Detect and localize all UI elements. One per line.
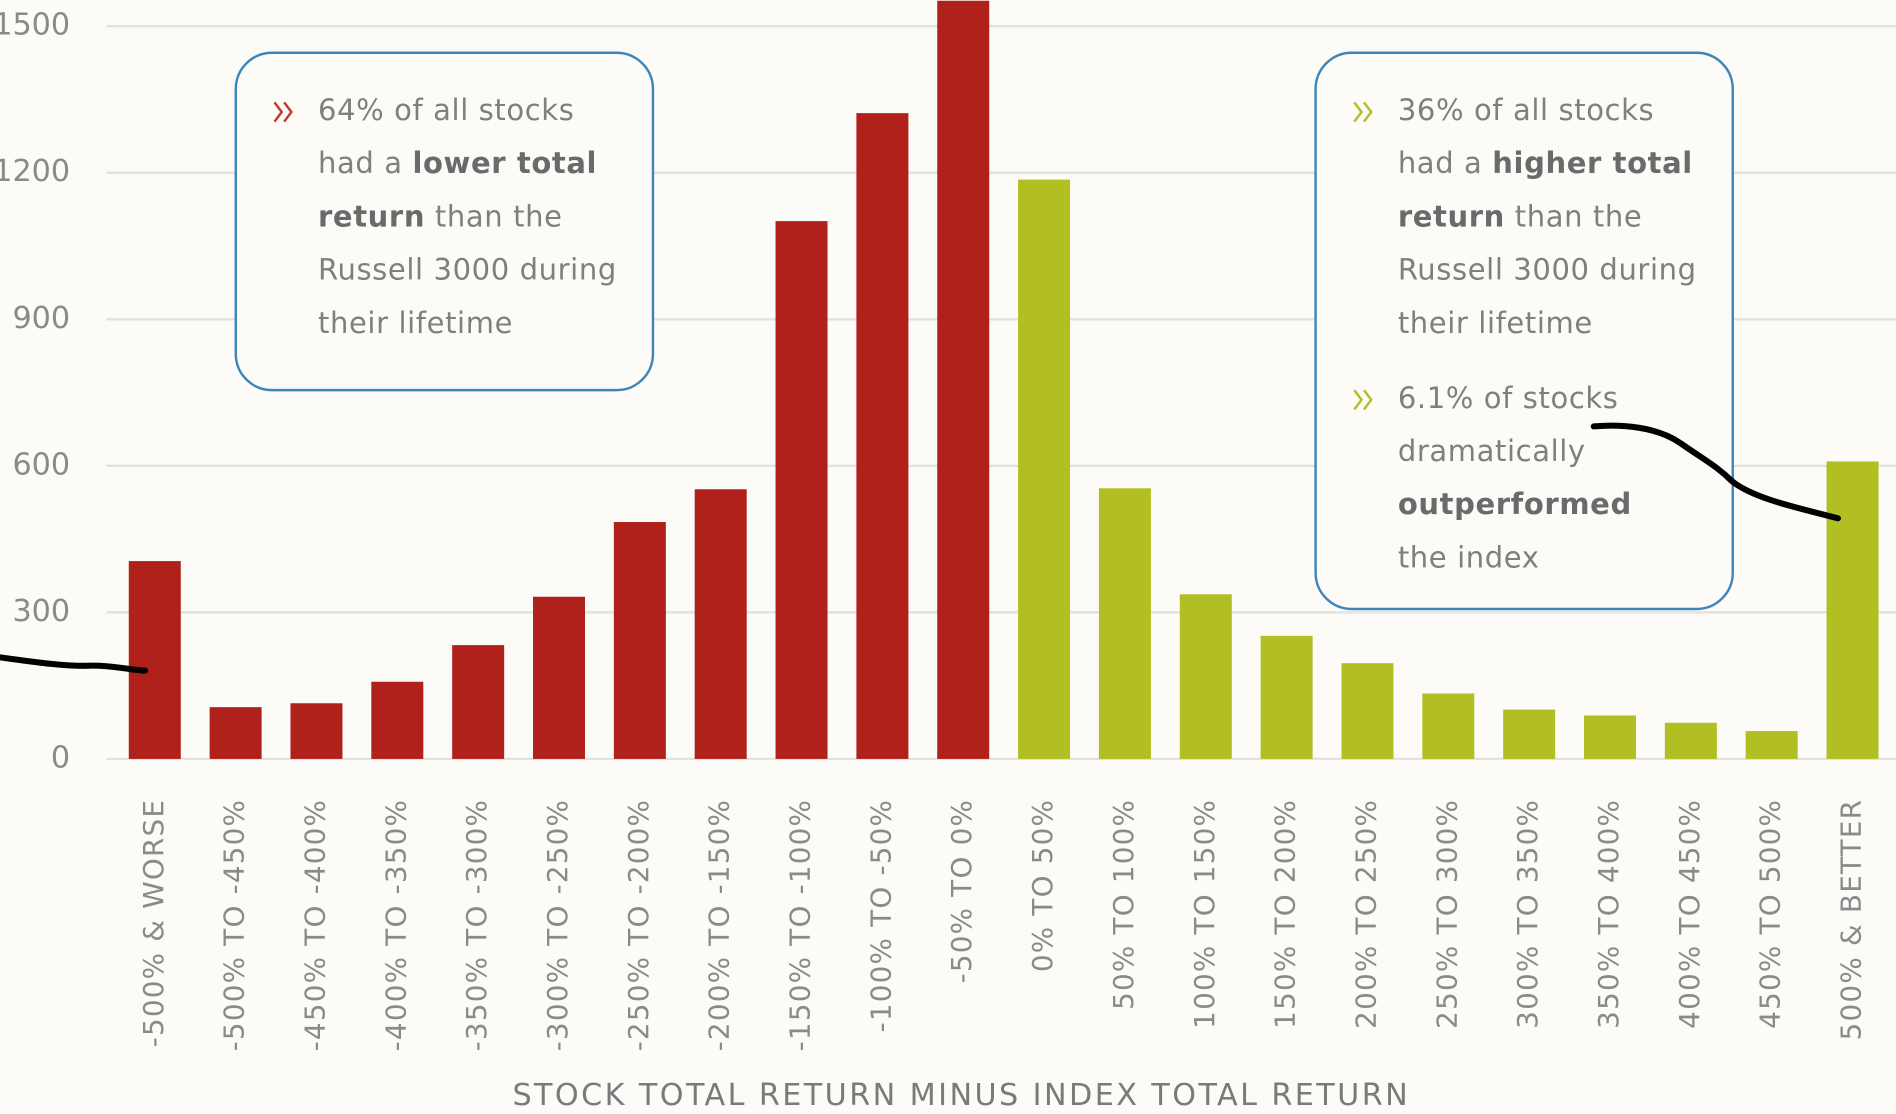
- chevron: [273, 101, 293, 123]
- y-tick-label: 900: [12, 301, 70, 336]
- y-tick-label: 1500: [0, 8, 70, 43]
- scribble: [1590, 422, 1841, 522]
- bar: [1664, 722, 1717, 759]
- y-tick-label: 0: [51, 740, 70, 775]
- callout-text: Russell 3000 during: [318, 253, 617, 287]
- callout-line: return than the: [318, 199, 563, 233]
- callout-text: 36% of all stocks: [1398, 93, 1654, 127]
- bar: [694, 489, 747, 759]
- chevron: [1353, 101, 1373, 123]
- x-tick-label: -500% & WORSE: [137, 799, 170, 1047]
- bar: [937, 0, 990, 759]
- x-tick-label: -400% TO -350%: [379, 799, 412, 1051]
- callout-text: higher total: [1492, 146, 1693, 180]
- bar: [1503, 709, 1556, 759]
- callout-text: outperformed: [1398, 487, 1632, 521]
- callout-line: their lifetime: [1398, 306, 1593, 340]
- scribble: [0, 654, 149, 674]
- x-tick-label: -100% TO -50%: [864, 799, 897, 1033]
- bar: [1745, 731, 1798, 759]
- callout-text: return: [1398, 199, 1505, 233]
- callout-text: return: [318, 199, 425, 233]
- callout-text: dramatically: [1398, 434, 1586, 468]
- x-tick-label: -50% TO 0%: [945, 799, 978, 984]
- x-tick-label: 150% TO 200%: [1269, 799, 1302, 1029]
- callout-text: than the: [425, 199, 562, 233]
- callouts: 64% of all stocks had a lower total return…: [273, 93, 1697, 574]
- y-tick-label: 300: [12, 594, 70, 629]
- bar: [1018, 179, 1071, 759]
- x-tick-label: -300% TO -250%: [541, 799, 574, 1051]
- callout-line: Russell 3000 during: [1398, 253, 1697, 287]
- callout-line: outperformed: [1398, 487, 1632, 521]
- bar: [775, 221, 828, 759]
- callout-line: 64% of all stocks: [318, 93, 574, 127]
- bar: [613, 522, 666, 759]
- bar: [533, 596, 586, 759]
- callout-line: had a higher total: [1398, 146, 1693, 180]
- x-tick-label: 250% TO 300%: [1430, 799, 1463, 1029]
- y-tick-label: 600: [12, 447, 70, 482]
- bar: [1584, 715, 1637, 759]
- bars: [128, 0, 1879, 759]
- chevron: [1353, 389, 1373, 411]
- bar: [209, 707, 262, 759]
- bar: [128, 561, 181, 759]
- callout-text: lower total: [412, 146, 597, 180]
- bar: [1179, 594, 1232, 759]
- x-tick-label: -250% TO -200%: [622, 799, 655, 1051]
- callout-text: than the: [1505, 199, 1642, 233]
- x-tick-label: -450% TO -400%: [298, 799, 331, 1051]
- callout-text: the index: [1398, 540, 1540, 574]
- x-tick-label: 100% TO 150%: [1188, 799, 1221, 1029]
- callout-box: [234, 51, 655, 392]
- callout-text: their lifetime: [1398, 306, 1593, 340]
- bar: [856, 113, 909, 759]
- callout-box: [1314, 51, 1734, 611]
- x-tick-label: -500% TO -450%: [218, 799, 251, 1051]
- bar: [371, 681, 424, 759]
- y-tick-label: 1200: [0, 154, 70, 189]
- x-tick-label: -350% TO -300%: [460, 799, 493, 1051]
- callout-line: return than the: [1398, 199, 1643, 233]
- callout-line: Russell 3000 during: [318, 253, 617, 287]
- bar: [452, 645, 505, 759]
- x-tick-label: 300% TO 350%: [1511, 799, 1544, 1029]
- bar: [1260, 635, 1313, 759]
- bar: [1098, 488, 1151, 759]
- callout-text: 64% of all stocks: [318, 93, 574, 127]
- callout-line: 6.1% of stocks: [1398, 381, 1619, 415]
- x-tick-label: 450% TO 500%: [1754, 799, 1787, 1029]
- x-tick-label: 200% TO 250%: [1349, 799, 1382, 1029]
- callout-line: had a lower total: [318, 146, 597, 180]
- x-tick-label: 50% TO 100%: [1107, 799, 1140, 1010]
- x-tick-label: 350% TO 400%: [1592, 799, 1625, 1029]
- callout-line: the index: [1398, 540, 1540, 574]
- bar: [290, 703, 343, 759]
- callout-line: their lifetime: [318, 306, 513, 340]
- x-tick-label: 0% TO 50%: [1026, 799, 1059, 972]
- x-tick-label: 500% & BETTER: [1835, 799, 1868, 1041]
- callout-text: 6.1% of stocks: [1398, 381, 1619, 415]
- callout-text: had a: [318, 146, 412, 180]
- bar: [1341, 663, 1394, 759]
- bar: [1422, 693, 1475, 759]
- x-tick-label: -150% TO -100%: [784, 799, 817, 1051]
- bar: [1826, 461, 1879, 759]
- callout-text: had a: [1398, 146, 1492, 180]
- x-tick-label: 400% TO 450%: [1673, 799, 1706, 1029]
- x-axis-title: STOCK TOTAL RETURN MINUS INDEX TOTAL RET…: [512, 1078, 1410, 1113]
- callout-line: 36% of all stocks: [1398, 93, 1654, 127]
- callout-line: dramatically: [1398, 434, 1586, 468]
- callout-text: Russell 3000 during: [1398, 253, 1697, 287]
- x-tick-label: -200% TO -150%: [703, 799, 736, 1051]
- callout-text: their lifetime: [318, 306, 513, 340]
